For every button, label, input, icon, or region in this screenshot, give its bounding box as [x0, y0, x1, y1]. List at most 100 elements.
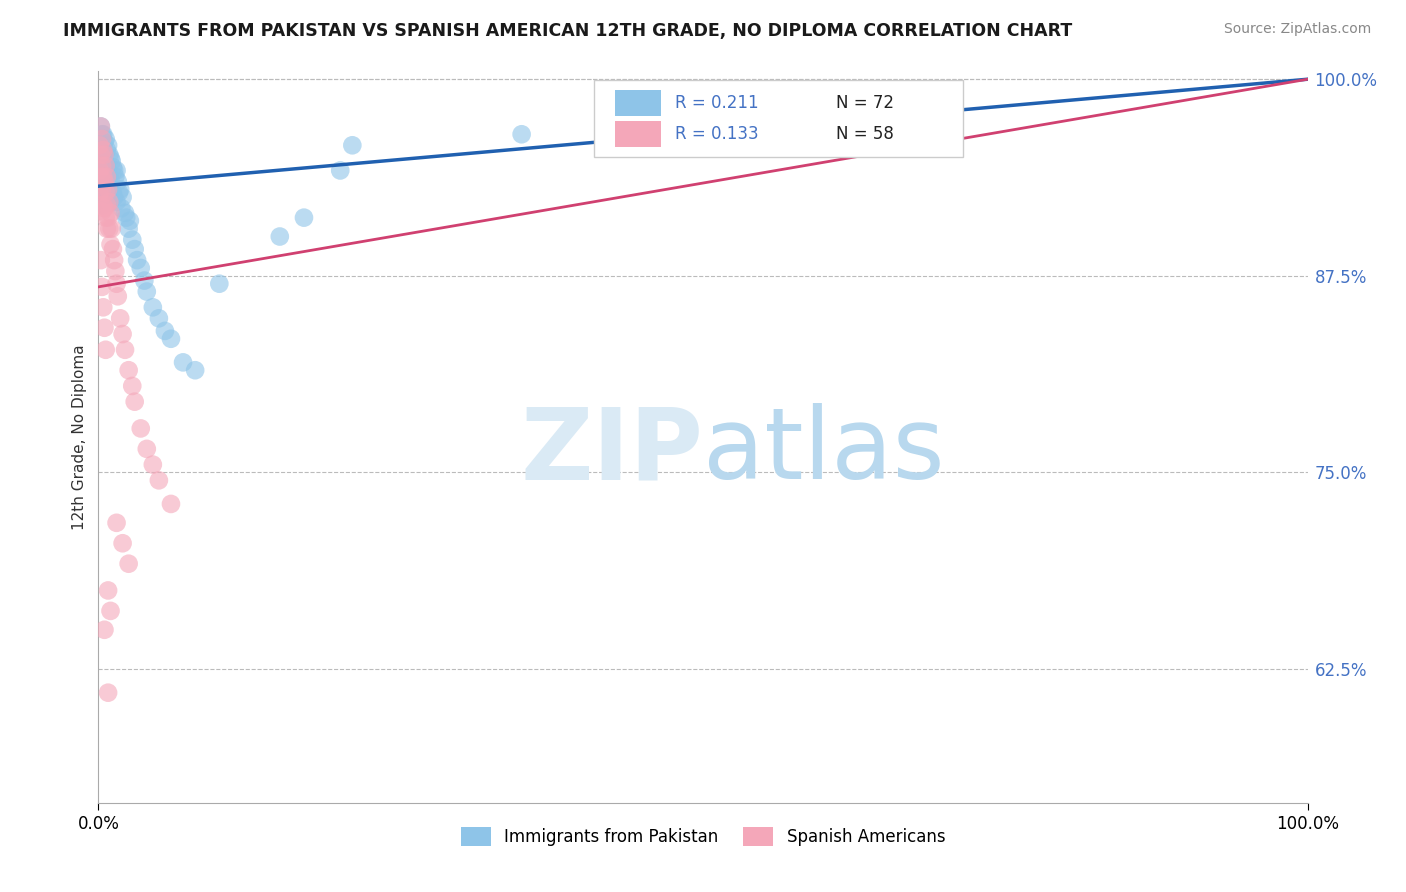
Point [124, 394, 146, 409]
Point [96, 190, 118, 204]
Point [90, 198, 112, 212]
Point [90, 182, 112, 196]
Point [129, 260, 152, 275]
Point [90, 120, 112, 134]
FancyBboxPatch shape [595, 80, 963, 157]
Point [97, 186, 120, 200]
Point [94, 182, 117, 196]
Point [160, 332, 183, 346]
Point [97, 182, 120, 196]
Point [110, 201, 132, 215]
Point [93, 623, 115, 637]
Point [619, 107, 641, 121]
Point [100, 154, 122, 169]
Point [103, 253, 125, 268]
Y-axis label: 12th Grade, No Diploma: 12th Grade, No Diploma [72, 344, 87, 530]
Point [111, 326, 134, 341]
Point [104, 264, 127, 278]
Point [148, 311, 170, 326]
Point [108, 311, 131, 326]
Point [127, 253, 149, 268]
Point [91, 169, 114, 184]
Text: R = 0.211: R = 0.211 [675, 95, 759, 112]
Point [90, 120, 112, 134]
Point [91, 182, 114, 196]
Point [100, 194, 122, 209]
Point [96, 143, 118, 157]
Point [91, 167, 114, 181]
Point [94, 132, 117, 146]
Point [94, 159, 117, 173]
Text: N = 58: N = 58 [837, 125, 894, 143]
Point [89, 174, 111, 188]
Point [108, 182, 131, 196]
Point [91, 128, 114, 142]
Point [91, 182, 114, 196]
Point [148, 473, 170, 487]
Point [90, 167, 112, 181]
Point [94, 186, 117, 200]
Point [91, 151, 114, 165]
Point [96, 167, 118, 181]
Point [160, 497, 183, 511]
Point [93, 174, 115, 188]
Point [142, 301, 165, 315]
Point [97, 163, 120, 178]
Point [91, 280, 114, 294]
Point [97, 138, 120, 153]
Point [292, 211, 315, 225]
Point [94, 159, 117, 173]
Point [98, 194, 121, 209]
Point [91, 163, 114, 178]
Point [94, 343, 117, 357]
Point [100, 221, 122, 235]
Point [105, 277, 128, 291]
Point [91, 186, 114, 200]
Point [111, 536, 134, 550]
Point [114, 206, 136, 220]
Text: ZIP: ZIP [520, 403, 703, 500]
Point [96, 198, 118, 212]
Point [101, 242, 124, 256]
Point [90, 147, 112, 161]
Point [90, 169, 112, 184]
Point [100, 604, 122, 618]
Point [90, 143, 112, 157]
Bar [614, 120, 661, 147]
Point [342, 138, 364, 153]
Point [91, 198, 114, 212]
Point [91, 128, 114, 142]
Point [329, 163, 352, 178]
Point [89, 138, 111, 153]
Point [105, 163, 128, 178]
Point [105, 194, 128, 209]
Point [118, 363, 141, 377]
Point [100, 182, 122, 196]
Point [97, 583, 120, 598]
Point [97, 686, 120, 700]
Point [91, 159, 114, 173]
Point [91, 143, 114, 157]
Point [93, 147, 115, 161]
Text: IMMIGRANTS FROM PAKISTAN VS SPANISH AMERICAN 12TH GRADE, NO DIPLOMA CORRELATION : IMMIGRANTS FROM PAKISTAN VS SPANISH AMER… [63, 22, 1073, 40]
Point [129, 421, 152, 435]
Point [90, 253, 112, 268]
Point [89, 159, 111, 173]
Point [94, 211, 117, 225]
Point [105, 516, 128, 530]
Point [135, 285, 157, 299]
Point [93, 194, 115, 209]
Point [184, 363, 207, 377]
Point [153, 324, 176, 338]
Text: Source: ZipAtlas.com: Source: ZipAtlas.com [1223, 22, 1371, 37]
Point [107, 174, 129, 188]
Point [91, 301, 114, 315]
Point [89, 135, 111, 149]
Point [91, 132, 114, 146]
Point [103, 190, 125, 204]
Point [93, 201, 115, 215]
Point [100, 206, 122, 220]
Point [91, 198, 114, 212]
Point [100, 151, 122, 165]
Text: R = 0.133: R = 0.133 [675, 125, 759, 143]
